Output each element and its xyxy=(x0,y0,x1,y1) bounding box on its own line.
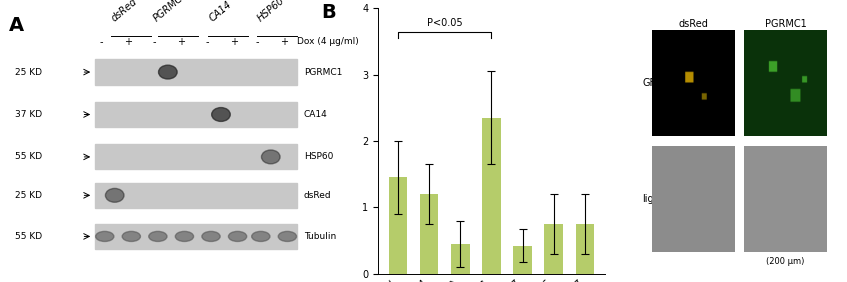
Bar xyxy=(482,118,501,274)
Ellipse shape xyxy=(122,232,141,241)
Bar xyxy=(95,60,297,85)
Ellipse shape xyxy=(229,232,246,241)
Text: dsRed: dsRed xyxy=(110,0,140,23)
Text: Dox (4 μg/ml): Dox (4 μg/ml) xyxy=(297,37,359,46)
Text: dsRed: dsRed xyxy=(678,19,708,29)
Text: Tubulin: Tubulin xyxy=(304,232,336,241)
Bar xyxy=(513,246,532,274)
Text: 25 KD: 25 KD xyxy=(15,191,42,200)
Bar xyxy=(420,194,439,274)
Ellipse shape xyxy=(279,232,296,241)
Text: -: - xyxy=(152,37,157,47)
Text: 37 KD: 37 KD xyxy=(15,110,42,119)
Ellipse shape xyxy=(252,232,270,241)
Text: -: - xyxy=(100,37,103,47)
Text: HSP60: HSP60 xyxy=(255,0,286,23)
Bar xyxy=(95,183,297,208)
Bar xyxy=(95,102,297,127)
Text: B: B xyxy=(322,3,336,22)
Text: +: + xyxy=(280,37,288,47)
Text: +: + xyxy=(230,37,238,47)
Text: PGRMC1: PGRMC1 xyxy=(765,19,806,29)
Text: +: + xyxy=(177,37,185,47)
Text: P<0.05: P<0.05 xyxy=(427,18,462,28)
Ellipse shape xyxy=(212,107,230,122)
Text: PGRMC1: PGRMC1 xyxy=(152,0,191,23)
Bar xyxy=(451,244,469,274)
Ellipse shape xyxy=(262,150,280,164)
Bar xyxy=(389,177,407,274)
Text: 25 KD: 25 KD xyxy=(15,68,42,77)
Text: light: light xyxy=(642,194,664,204)
Text: CA14: CA14 xyxy=(208,0,234,23)
Text: HSP60: HSP60 xyxy=(304,152,334,161)
Bar xyxy=(545,224,563,274)
Bar xyxy=(95,224,297,249)
Bar xyxy=(576,224,595,274)
Text: -: - xyxy=(256,37,259,47)
Ellipse shape xyxy=(202,232,220,241)
Text: CA14: CA14 xyxy=(304,110,328,119)
Ellipse shape xyxy=(105,188,124,202)
Ellipse shape xyxy=(175,232,194,241)
Text: dsRed: dsRed xyxy=(304,191,331,200)
Text: 55 KD: 55 KD xyxy=(15,232,42,241)
Text: (200 μm): (200 μm) xyxy=(767,257,805,266)
Ellipse shape xyxy=(149,232,167,241)
Text: -: - xyxy=(206,37,209,47)
Text: GFP: GFP xyxy=(642,78,662,88)
Bar xyxy=(95,144,297,169)
Text: A: A xyxy=(8,16,24,36)
Text: 55 KD: 55 KD xyxy=(15,152,42,161)
Ellipse shape xyxy=(158,65,177,79)
Text: +: + xyxy=(124,37,132,47)
Ellipse shape xyxy=(96,232,113,241)
Text: PGRMC1: PGRMC1 xyxy=(304,68,342,77)
